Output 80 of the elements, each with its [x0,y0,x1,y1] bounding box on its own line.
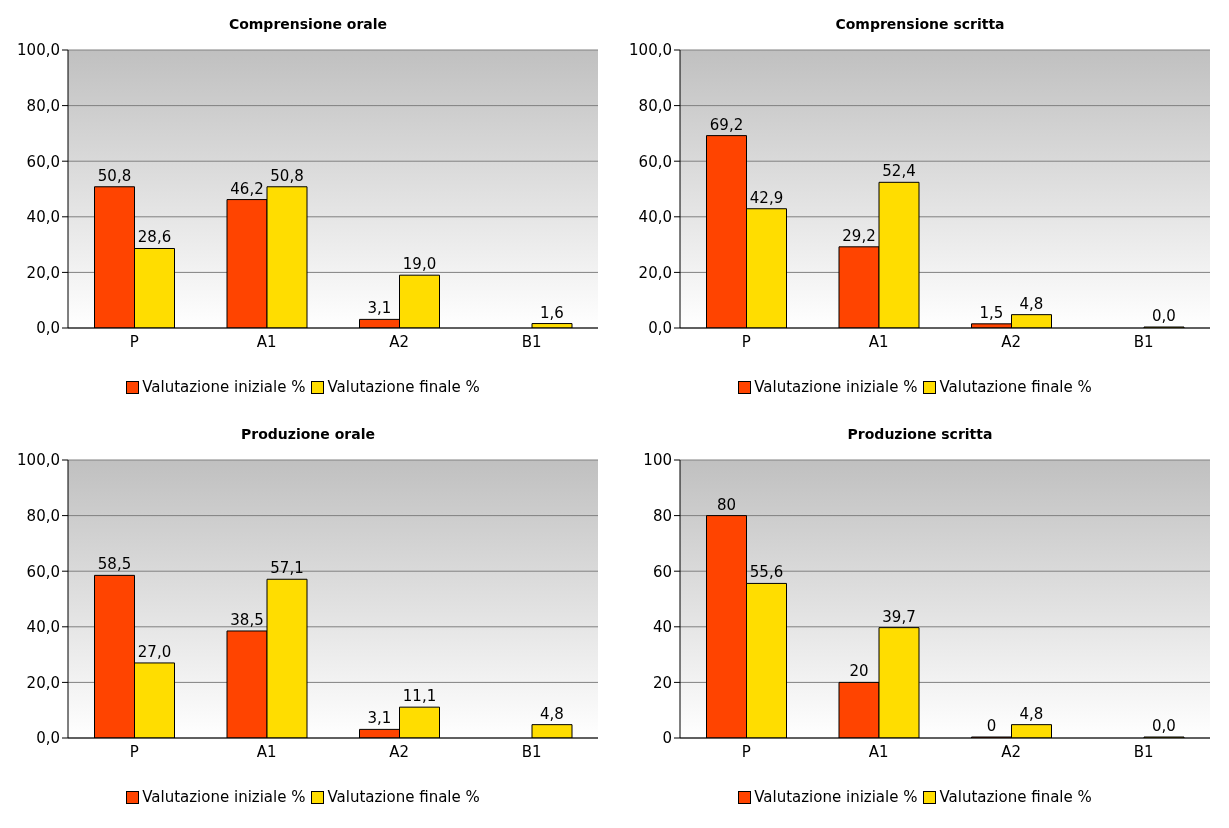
data-label: 57,1 [270,559,304,578]
data-label: 55,6 [749,563,784,582]
x-tick-label: A2 [389,742,410,761]
legend-label: Valutazione iniziale % [754,788,918,806]
y-tick-label: 20,0 [638,263,672,282]
y-tick-label: 20 [652,673,672,692]
y-tick-label: 40 [652,618,672,637]
legend-label: Valutazione iniziale % [754,378,918,396]
data-label: 80 [716,495,737,514]
data-label: 52,4 [882,162,916,181]
legend-label: Valutazione finale % [327,378,480,396]
legend-label: Valutazione iniziale % [142,788,306,806]
y-tick-label: 0,0 [36,319,60,338]
data-label: 28,6 [137,228,172,247]
data-label: 50,8 [270,166,304,185]
x-tick-label: A2 [389,332,410,351]
data-label: 0,0 [1152,717,1176,735]
x-tick-label: A2 [1001,742,1022,761]
data-label: 27,0 [137,642,172,661]
legend-label: Valutazione finale % [939,788,1092,806]
data-label: 38,5 [230,610,264,629]
y-tick-label: 20,0 [26,263,60,282]
data-label: 58,5 [97,555,132,574]
x-tick-label: A1 [868,332,889,351]
y-tick-label: 80,0 [638,96,672,115]
data-label: 4,8 [540,704,564,723]
data-label: 4,8 [1019,294,1044,313]
y-tick-label: 0,0 [648,319,672,338]
y-tick-label: 40,0 [26,208,60,227]
data-label: 50,8 [97,166,132,185]
x-tick-label: A1 [868,742,889,761]
y-tick-label: 0 [662,729,672,748]
data-label: 3,1 [367,299,392,318]
data-label: 0 [986,717,997,735]
chart-title: Comprensione orale [228,16,388,34]
y-tick-label: 100,0 [629,41,672,60]
y-tick-label: 40,0 [26,618,60,637]
x-tick-label: A1 [256,742,277,761]
x-tick-label: B1 [521,742,542,761]
x-tick-label: B1 [1133,332,1154,351]
y-tick-label: 60,0 [638,152,672,171]
data-label: 4,8 [1019,704,1044,723]
legend-label: Valutazione iniziale % [142,378,306,396]
y-tick-label: 100,0 [17,451,60,470]
y-tick-label: 100,0 [17,41,60,60]
y-tick-label: 60,0 [26,562,60,581]
legend-label: Valutazione finale % [939,378,1092,396]
y-tick-label: 40,0 [638,208,672,227]
data-label: 1,6 [540,303,564,322]
y-tick-label: 80,0 [26,506,60,525]
legend-label: Valutazione finale % [327,788,480,806]
x-tick-label: A2 [1001,332,1022,351]
y-tick-label: 60 [652,562,672,581]
data-label: 69,2 [709,115,744,134]
chart-title: Produzione orale [241,426,375,444]
data-label: 0,0 [1152,307,1176,325]
x-tick-label: P [741,332,751,351]
x-tick-label: B1 [521,332,542,351]
data-label: 19,0 [402,255,437,274]
data-label: 42,9 [749,188,784,207]
data-label: 46,2 [230,179,264,198]
data-label: 20 [849,662,869,681]
y-tick-label: 20,0 [26,673,60,692]
x-tick-label: B1 [1133,742,1154,761]
x-tick-label: A1 [256,332,277,351]
y-tick-label: 80,0 [26,96,60,115]
chart-title: Produzione scritta [847,426,993,444]
data-label: 1,5 [979,303,1004,322]
x-tick-label: P [129,332,139,351]
x-tick-label: P [741,742,751,761]
chart-title: Comprensione scritta [835,16,1005,34]
data-label: 29,2 [842,226,876,245]
y-tick-label: 100 [643,451,672,470]
y-tick-label: 80 [652,506,672,525]
y-tick-label: 60,0 [26,152,60,171]
y-tick-label: 0,0 [36,729,60,748]
x-tick-label: P [129,742,139,761]
data-label: 39,7 [882,607,916,626]
data-label: 11,1 [402,687,437,706]
data-label: 3,1 [367,709,392,728]
